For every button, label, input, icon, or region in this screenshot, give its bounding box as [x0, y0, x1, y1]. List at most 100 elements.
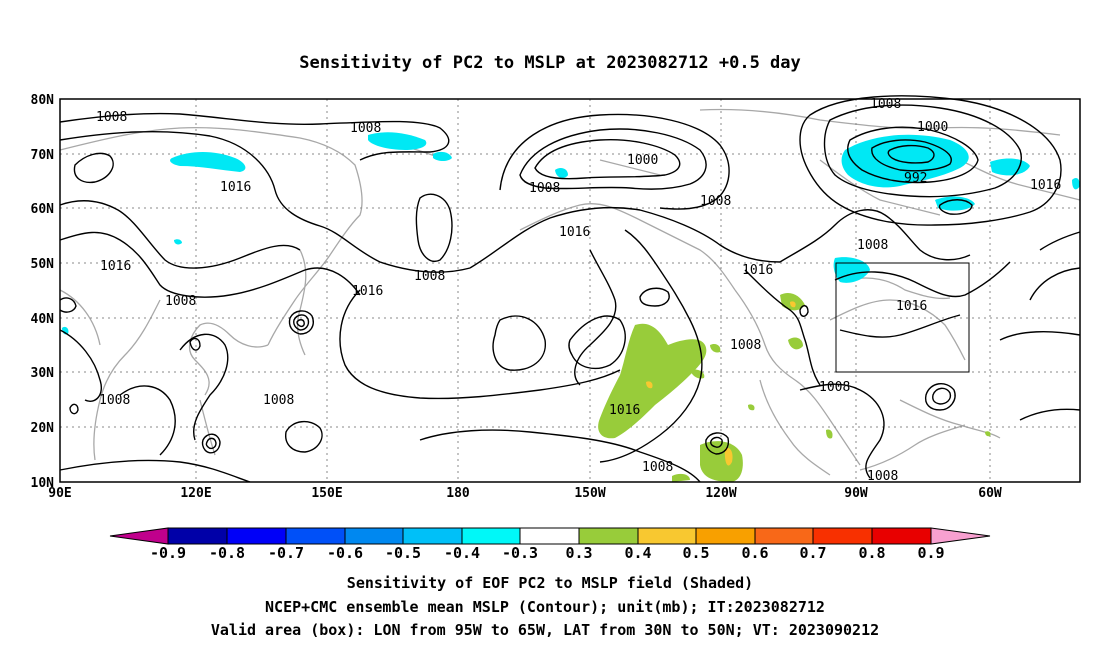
negative-shading-region [990, 158, 1030, 176]
contour-line [938, 199, 973, 215]
negative-shading-region [433, 151, 452, 161]
colorbar-swatch [167, 527, 228, 545]
contour-line [599, 229, 703, 463]
colorbar-label: 0.5 [682, 544, 709, 562]
colorbar: -0.9 -0.8 -0.7 -0.6 -0.5 -0.4 -0.3 0.3 0… [109, 527, 991, 562]
contour-label: 1008 [857, 238, 888, 253]
lon-tick-label: 60W [978, 486, 1002, 501]
mslp-contours [59, 95, 1081, 483]
contour-label: 1008 [165, 294, 196, 309]
contour-label: 1008 [642, 460, 673, 475]
positive-shading-region [788, 337, 803, 350]
colorbar-swatch [402, 527, 463, 545]
contour-label: 1008 [870, 97, 901, 112]
contour-label: 1016 [742, 263, 773, 278]
lat-tick-label: 10N [31, 476, 55, 491]
positive-shading-region [748, 404, 755, 411]
colorbar-swatch [519, 527, 580, 545]
contour-line [469, 206, 781, 269]
colorbar-label: 0.8 [858, 544, 885, 562]
contour-line [710, 436, 723, 448]
contour-line [1019, 408, 1081, 421]
contour-line [119, 385, 176, 456]
lat-tick-label: 80N [31, 93, 55, 108]
positive-shading-region [598, 323, 707, 439]
lon-tick-label: 120E [180, 486, 211, 501]
contour-label: 1008 [414, 269, 445, 284]
colorbar-label: 0.7 [799, 544, 826, 562]
contour-line [799, 95, 1062, 226]
contour-label: 1008 [529, 181, 560, 196]
contour-line [69, 403, 79, 415]
negative-shading-region [368, 132, 427, 150]
colorbar-label: 0.6 [741, 544, 768, 562]
contour-line [887, 144, 935, 164]
lat-tick-label: 20N [31, 421, 55, 436]
contour-label: 1016 [352, 284, 383, 299]
latitude-axis: 80N 70N 60N 50N 40N 30N 20N 10N [31, 93, 55, 491]
lon-tick-label: 150E [311, 486, 342, 501]
positive-shading-region [826, 429, 833, 439]
contour-line [205, 437, 217, 450]
contour-line [568, 315, 626, 370]
contour-line [59, 112, 450, 161]
negative-shading-region [1072, 178, 1080, 190]
contour-line [189, 337, 201, 351]
positive-shading-region [985, 431, 991, 437]
contour-line [59, 297, 77, 313]
contour-line [847, 126, 979, 184]
contour-label: 1016 [1030, 178, 1061, 193]
contour-label: 1008 [99, 393, 130, 408]
colorbar-label: -0.8 [209, 544, 245, 562]
contour-line [415, 193, 453, 262]
contour-line [639, 287, 670, 307]
contour-label: 1008 [819, 380, 850, 395]
contour-line [59, 329, 102, 402]
negative-shading-region [935, 196, 975, 211]
colorbar-left-arrow [109, 527, 169, 545]
contour-label: 1008 [730, 338, 761, 353]
contour-line [779, 209, 971, 263]
contour-line [339, 289, 621, 400]
colorbar-swatch [344, 527, 404, 545]
contour-line [799, 383, 885, 479]
colorbar-swatch [812, 527, 873, 545]
colorbar-swatch [285, 527, 346, 545]
colorbar-label: -0.4 [444, 544, 480, 562]
map-frame [59, 98, 1081, 483]
coastlines [59, 108, 1081, 476]
contour-line [823, 104, 1022, 198]
contour-label: 1008 [700, 194, 731, 209]
colorbar-swatch [695, 527, 756, 545]
lon-tick-label: 90W [844, 486, 868, 501]
map-panel: 1008 1008 1016 1000 1008 1008 1008 1000 … [59, 95, 1081, 484]
lon-tick-label: 120W [705, 486, 736, 501]
contour-line [419, 429, 701, 483]
colorbar-label: 0.4 [624, 544, 651, 562]
contour-label: 1008 [263, 393, 294, 408]
contour-line [293, 314, 310, 331]
colorbar-label: -0.6 [327, 544, 363, 562]
contour-label: 1008 [96, 110, 127, 125]
contour-line [288, 310, 314, 335]
strong-positive-shading-region [646, 381, 653, 389]
negative-shading-region [174, 239, 182, 245]
contour-label: 992 [904, 171, 927, 186]
contour-label: 1016 [609, 403, 640, 418]
contour-label: 1008 [350, 121, 381, 136]
contour-labels: 1008 1008 1016 1000 1008 1008 1008 1000 … [96, 97, 1061, 484]
contour-line [705, 432, 730, 455]
colorbar-label: -0.3 [502, 544, 538, 562]
strong-positive-shading-region [790, 301, 796, 308]
figure-title: Sensitivity of PC2 to MSLP at 2023082712… [299, 53, 801, 73]
positive-shading-region [710, 343, 721, 353]
valid-area-box [835, 262, 970, 373]
lat-tick-label: 70N [31, 148, 55, 163]
colorbar-right-arrow [930, 527, 991, 545]
contour-line [871, 139, 952, 172]
caption-shading: Sensitivity of EOF PC2 to MSLP field (Sh… [347, 574, 753, 592]
contour-line [59, 231, 361, 298]
contour-label: 1016 [220, 180, 251, 195]
lat-tick-label: 40N [31, 312, 55, 327]
contour-label: 1016 [100, 259, 131, 274]
